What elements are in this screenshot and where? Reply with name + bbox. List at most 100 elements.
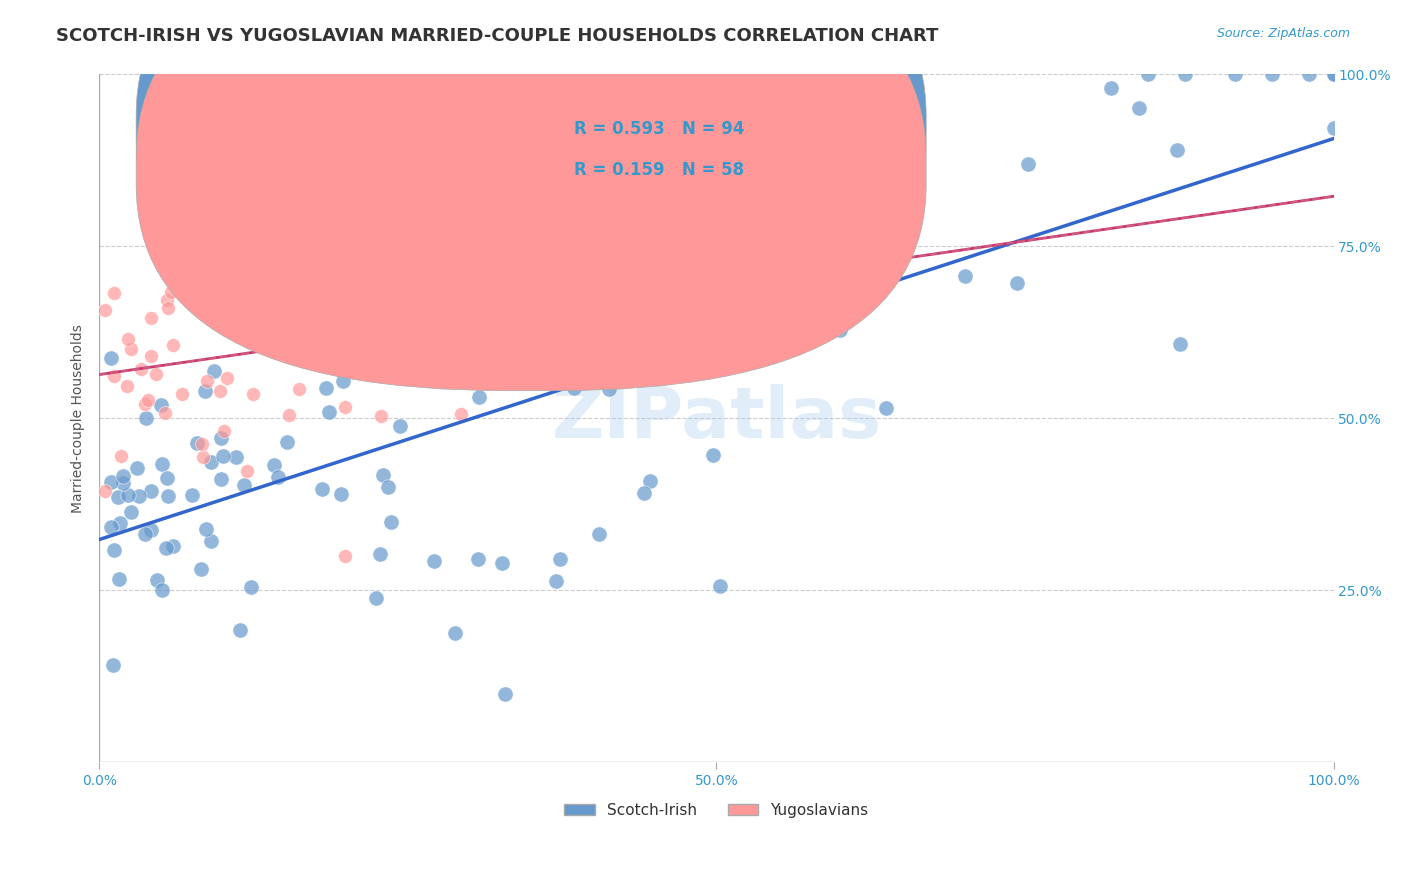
Point (190, 562, 212, 576)
Point (153, 406, 176, 420)
Point (335, 400, 357, 414)
Point (170, 387, 193, 401)
Point (108, 572, 131, 586)
Text: R = 0.159   N = 58: R = 0.159 N = 58 (575, 161, 745, 179)
Point (156, 489, 179, 503)
Point (128, 489, 150, 503)
Point (333, 549, 356, 563)
Point (100, 351, 122, 365)
Point (141, 483, 163, 498)
Point (191, 450, 214, 464)
Point (1298, 67, 1320, 81)
Point (1005, 277, 1028, 291)
Point (267, 470, 290, 484)
Point (146, 573, 169, 587)
Point (139, 311, 162, 326)
Point (194, 232, 217, 246)
Point (495, 687, 517, 701)
Point (371, 468, 394, 483)
Point (423, 554, 446, 568)
Point (94, 302, 117, 317)
Point (208, 384, 231, 398)
Point (242, 387, 264, 401)
Point (209, 472, 232, 486)
Point (194, 522, 217, 536)
Point (202, 291, 225, 305)
Point (103, 368, 125, 383)
Point (491, 556, 513, 570)
Point (828, 323, 851, 337)
Text: ZIPatlas: ZIPatlas (551, 384, 882, 453)
Point (155, 541, 177, 555)
Point (1223, 67, 1246, 81)
Point (215, 371, 238, 385)
Point (623, 343, 645, 358)
Point (156, 301, 179, 316)
Point (156, 293, 179, 307)
Point (387, 344, 409, 359)
Point (875, 401, 897, 416)
Point (202, 364, 225, 378)
Point (194, 384, 217, 398)
Point (212, 296, 235, 310)
Point (633, 486, 655, 500)
Point (709, 579, 731, 593)
Point (111, 468, 134, 483)
Point (495, 202, 517, 216)
Point (1322, 120, 1344, 135)
Point (364, 591, 387, 605)
Point (209, 431, 232, 445)
Point (609, 318, 631, 333)
Point (592, 256, 614, 270)
Point (640, 474, 662, 488)
Point (299, 211, 322, 225)
Point (380, 516, 402, 530)
Point (243, 329, 266, 343)
Point (103, 285, 125, 300)
Point (188, 268, 211, 283)
Point (468, 390, 491, 404)
Point (318, 405, 340, 419)
Point (200, 454, 222, 468)
Point (186, 435, 208, 450)
Point (1174, 67, 1197, 81)
Point (224, 318, 246, 333)
Point (150, 582, 173, 597)
Point (108, 516, 131, 530)
Point (139, 349, 162, 363)
FancyBboxPatch shape (136, 0, 927, 350)
Point (453, 179, 475, 194)
Point (212, 449, 235, 463)
Point (229, 196, 252, 211)
Point (246, 273, 269, 287)
Point (278, 408, 301, 422)
Point (240, 580, 263, 594)
Point (1261, 67, 1284, 81)
Point (783, 140, 806, 154)
Point (127, 460, 149, 475)
Point (115, 378, 138, 392)
Point (117, 487, 139, 501)
Point (544, 360, 567, 375)
Point (1099, 80, 1122, 95)
Point (120, 342, 142, 356)
Point (506, 317, 529, 331)
Point (325, 361, 347, 376)
Point (100, 475, 122, 489)
Point (94, 483, 117, 498)
Point (377, 480, 399, 494)
Point (418, 170, 440, 185)
Point (370, 409, 392, 424)
Point (598, 383, 620, 397)
Point (107, 491, 129, 505)
Point (100, 520, 122, 534)
Point (180, 488, 202, 502)
Point (332, 374, 354, 388)
Point (370, 363, 392, 377)
Text: Source: ZipAtlas.com: Source: ZipAtlas.com (1216, 27, 1350, 40)
Point (770, 232, 793, 246)
Point (150, 398, 173, 412)
Text: SCOTCH-IRISH VS YUGOSLAVIAN MARRIED-COUPLE HOUSEHOLDS CORRELATION CHART: SCOTCH-IRISH VS YUGOSLAVIAN MARRIED-COUP… (56, 27, 939, 45)
Point (1322, 67, 1344, 81)
Point (141, 523, 163, 537)
